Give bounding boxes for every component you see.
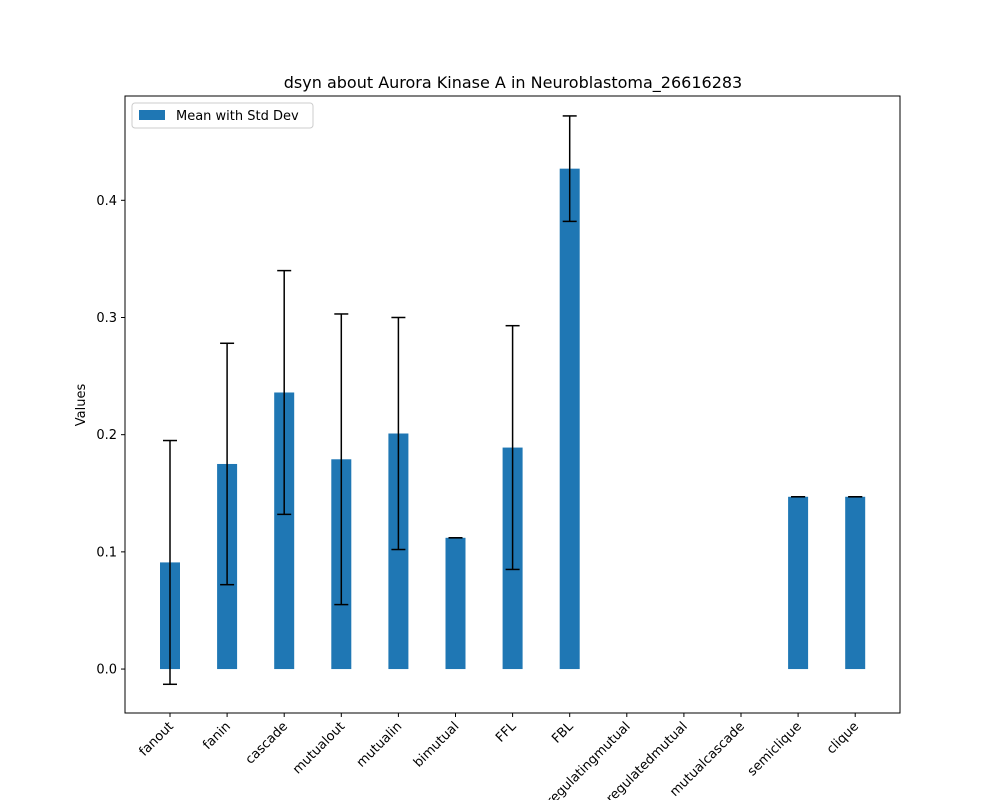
error-bar-fanout — [163, 439, 177, 686]
x-tick-label-clique: clique — [824, 719, 862, 757]
y-axis-label: Values — [74, 384, 89, 427]
error-bar-fanin — [220, 342, 235, 586]
bar-clique — [845, 496, 866, 670]
x-tick-label-FBL: FBL — [549, 719, 577, 747]
legend: Mean with Std Dev — [131, 102, 314, 129]
legend-frame — [131, 102, 314, 129]
error-bar-FFL — [505, 324, 520, 571]
y-tick-label: 0.2 — [96, 428, 117, 443]
x-tick-label-mutualin: mutualin — [354, 719, 405, 770]
y-axis: 0.0 0.1 0.2 0.3 0.4 — [96, 194, 125, 678]
x-tick-label-fanout: fanout — [136, 719, 176, 759]
bar-semiclique — [788, 496, 809, 670]
error-bar-mutualout — [334, 313, 349, 606]
y-tick-label: 0.3 — [96, 311, 117, 326]
y-tick-label: 0.4 — [96, 194, 117, 209]
error-bar-FBL — [562, 115, 577, 223]
error-bar-cascade — [277, 269, 292, 516]
x-axis: fanout fanin cascade mutualout mutualin bimut… — [136, 713, 862, 800]
bar-FBL — [559, 168, 580, 670]
x-tick-label-semiclique: semiclique — [745, 719, 805, 779]
x-tick-label-mutualout: mutualout — [290, 719, 348, 777]
x-tick-label-fanin: fanin — [200, 719, 234, 753]
bar-bimutual — [445, 537, 466, 670]
legend-swatch — [139, 110, 165, 120]
error-bar-mutualin — [391, 316, 406, 551]
legend-label: Mean with Std Dev — [176, 109, 299, 124]
x-tick-label-bimutual: bimutual — [411, 719, 462, 770]
error-bars-group — [163, 115, 863, 686]
x-tick-label-cascade: cascade — [243, 719, 291, 767]
y-tick-label: 0.1 — [96, 545, 117, 560]
chart-title: dsyn about Aurora Kinase A in Neuroblast… — [284, 73, 742, 93]
bar-mutualin — [388, 433, 409, 670]
y-tick-label: 0.0 — [96, 663, 117, 678]
x-tick-label-FFL: FFL — [493, 719, 520, 746]
bars-group — [160, 168, 866, 670]
bar-cascade — [274, 392, 295, 670]
